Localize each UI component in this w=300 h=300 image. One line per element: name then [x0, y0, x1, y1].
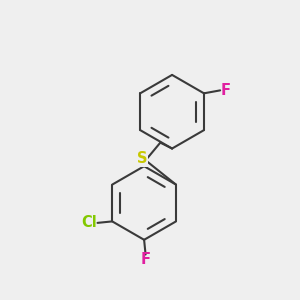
- Text: Cl: Cl: [81, 215, 97, 230]
- Text: F: F: [141, 252, 151, 267]
- Text: F: F: [220, 83, 230, 98]
- Text: S: S: [137, 151, 147, 166]
